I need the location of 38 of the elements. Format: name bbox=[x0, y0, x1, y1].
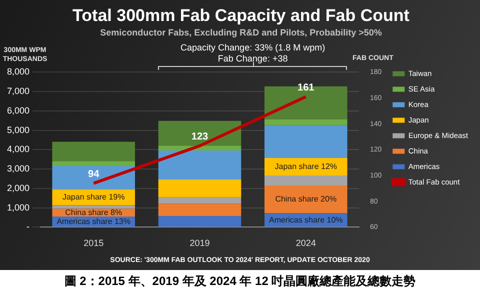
y-tick-label: 2,000 bbox=[6, 182, 30, 193]
data-label: 123 bbox=[191, 132, 209, 143]
x-tick-label: 2019 bbox=[190, 238, 210, 248]
bar bbox=[264, 125, 348, 158]
chart-title: Total 300mm Fab Capacity and Fab Count bbox=[72, 6, 410, 25]
bar bbox=[158, 216, 242, 227]
bar bbox=[52, 142, 135, 162]
y-tick-label: 3,000 bbox=[6, 164, 30, 174]
chart-subtitle: Semiconductor Fabs, Excluding R&D and Pilots, Probability >50% bbox=[100, 27, 382, 38]
bar bbox=[52, 161, 135, 166]
bar bbox=[158, 180, 242, 198]
annotation: China share 8% bbox=[65, 208, 122, 217]
annotation: Americas share 13% bbox=[56, 217, 130, 226]
bar bbox=[158, 197, 242, 204]
y-tick-label: 6,000 bbox=[6, 105, 30, 116]
text: Capacity Change: 33% (1.8 M wpm) bbox=[180, 42, 326, 53]
bar bbox=[158, 150, 242, 180]
data-label: 161 bbox=[298, 82, 315, 94]
data-label: 94 bbox=[88, 169, 100, 180]
annotation: Japan share 12% bbox=[274, 162, 338, 171]
text: Fab Change: +38 bbox=[218, 54, 288, 64]
y-tick-label: - bbox=[26, 222, 30, 232]
bar bbox=[264, 175, 348, 186]
y-tick-label: 4,000 bbox=[6, 144, 30, 154]
bar bbox=[264, 186, 348, 214]
x-tick-label: 2024 bbox=[296, 238, 316, 248]
annotation: China share 20% bbox=[275, 194, 337, 204]
y-tick-label: 7,000 bbox=[6, 86, 30, 96]
annotation: Japan share 19% bbox=[62, 192, 125, 202]
annotation: Americas share 10% bbox=[268, 215, 343, 224]
y-tick-label: 1,000 bbox=[6, 202, 30, 212]
y-tick-label: 8,000 bbox=[6, 66, 30, 77]
x-tick-label: 2015 bbox=[84, 238, 104, 248]
bar bbox=[158, 204, 242, 216]
y-tick-label: 5,000 bbox=[6, 124, 30, 135]
caption: 圖 2：2015 年、2019 年及 2024 年 12 吋晶圓廠總產能及總數走勢 bbox=[63, 273, 417, 290]
bar bbox=[264, 119, 348, 126]
bar bbox=[52, 205, 135, 209]
